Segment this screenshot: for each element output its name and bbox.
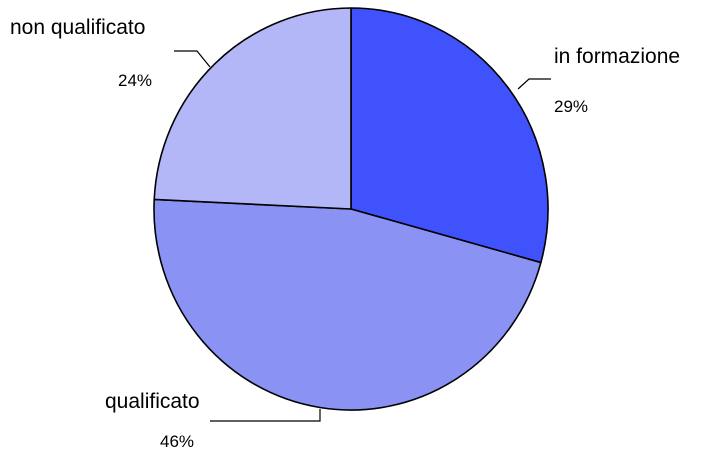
pie-labels: in formazione 29% qualificato 46% non qualif… bbox=[10, 16, 680, 451]
pie-slice-qualificato bbox=[153, 198, 542, 411]
leader-line-non-qualificato bbox=[174, 50, 211, 68]
pie-slice-in-formazione bbox=[350, 7, 549, 264]
category-label-qualificato: qualificato bbox=[105, 390, 200, 413]
leader-line-qualificato bbox=[210, 409, 321, 422]
leader-line-in-formazione bbox=[517, 78, 551, 90]
category-label-in-formazione: in formazione bbox=[554, 45, 680, 68]
pie-slice-non-qualificato bbox=[153, 7, 352, 210]
value-label-non-qualificato: 24% bbox=[118, 71, 152, 90]
value-label-in-formazione: 29% bbox=[554, 97, 588, 116]
pie-slices bbox=[153, 7, 549, 411]
value-label-qualificato: 46% bbox=[160, 432, 194, 451]
leader-lines bbox=[174, 50, 551, 422]
category-label-non-qualificato: non qualificato bbox=[10, 16, 145, 39]
